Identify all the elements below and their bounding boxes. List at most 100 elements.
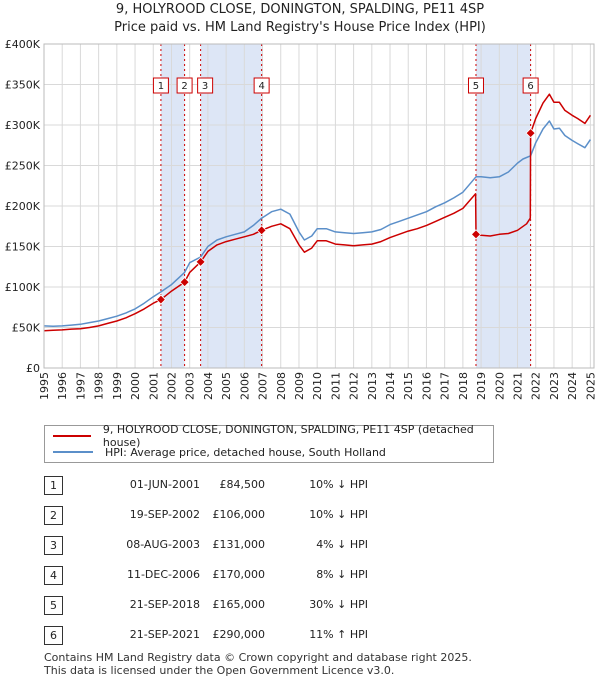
event-marker-label: 2 <box>181 81 187 92</box>
event-marker-box: 6 <box>522 77 539 94</box>
x-tick-label: 2019 <box>475 372 488 400</box>
event-markers: 1 2 3 4 5 6 <box>152 77 539 94</box>
event-marker-box: 5 <box>467 77 484 94</box>
sale-date: 21-SEP-2021 <box>129 628 200 641</box>
sale-number: 1 <box>44 476 63 495</box>
event-marker-label: 3 <box>202 81 208 92</box>
sale-price: £131,000 <box>212 538 266 551</box>
legend: 9, HOLYROOD CLOSE, DONINGTON, SPALDING, … <box>44 423 494 463</box>
x-tick-label: 2017 <box>439 372 452 400</box>
x-tick-label: 2007 <box>257 372 270 400</box>
y-tick-label: £200K <box>5 200 41 213</box>
sale-hpi-diff: 10% ↓ HPI <box>309 478 368 491</box>
x-tick-label: 2016 <box>420 372 433 400</box>
event-points <box>155 128 536 305</box>
chart-subtitle: Price paid vs. HM Land Registry's House … <box>114 20 486 35</box>
y-tick-label: £150K <box>5 241 41 254</box>
sale-date: 01-JUN-2001 <box>129 478 200 491</box>
event-marker-box: 4 <box>253 77 270 94</box>
sale-date: 08-AUG-2003 <box>126 538 200 551</box>
x-tick-label: 1998 <box>93 372 106 400</box>
sale-hpi-diff: 30% ↓ HPI <box>309 598 368 611</box>
property-line <box>43 93 592 332</box>
sale-row: 4 11-DEC-2006 £170,000 8% ↓ HPI <box>44 566 484 588</box>
legend-label-hpi: HPI: Average price, detached house, Sout… <box>105 445 386 459</box>
x-tick-label: 2023 <box>548 372 561 400</box>
sale-price: £170,000 <box>212 568 266 581</box>
event-marker-box: 3 <box>197 77 214 94</box>
x-tick-label: 2010 <box>311 372 324 400</box>
sale-date: 19-SEP-2002 <box>129 508 200 521</box>
x-tick-label: 2000 <box>129 372 142 400</box>
x-tick-label: 2012 <box>348 372 361 400</box>
sale-number: 3 <box>44 536 63 555</box>
x-tick-label: 2003 <box>184 372 197 400</box>
sale-price: £84,500 <box>219 478 266 491</box>
event-marker-frame <box>253 77 270 94</box>
legend-label-property: 9, HOLYROOD CLOSE, DONINGTON, SPALDING, … <box>102 423 474 449</box>
y-tick-label: £250K <box>5 160 41 173</box>
hpi-line <box>43 120 592 328</box>
axes: £0 £50K £100K £150K £200K £250K £300K £350K £400… <box>5 38 598 400</box>
series-lines <box>43 93 592 332</box>
x-tick-label: 2001 <box>147 372 160 400</box>
event-marker-frame <box>176 77 193 94</box>
sale-row: 2 19-SEP-2002 £106,000 10% ↓ HPI <box>44 506 484 528</box>
event-marker-label: 5 <box>473 81 479 92</box>
y-tick-label: £100K <box>5 281 41 294</box>
sale-hpi-diff: 4% ↓ HPI <box>316 538 368 551</box>
footer-licence: This data is licensed under the Open Gov… <box>44 664 395 677</box>
sale-point <box>155 294 166 305</box>
event-marker-box: 1 <box>152 77 169 94</box>
x-tick-label: 1995 <box>38 372 51 400</box>
sale-point <box>179 277 190 288</box>
x-tick-label: 2013 <box>366 372 379 400</box>
x-tick-label: 1999 <box>111 372 124 400</box>
sale-hpi-diff: 8% ↓ HPI <box>316 568 368 581</box>
x-tick-label: 2024 <box>566 372 579 400</box>
chart-title: 9, HOLYROOD CLOSE, DONINGTON, SPALDING, … <box>115 2 485 17</box>
y-tick-label: £300K <box>5 119 41 132</box>
x-tick-label: 2004 <box>202 372 215 400</box>
price-chart: 1 2 3 4 5 6 £0 £50K £100K £150K £200K £250K £300K £3… <box>5 38 598 400</box>
event-marker-box: 2 <box>176 77 193 94</box>
sale-date: 21-SEP-2018 <box>129 598 200 611</box>
sale-row: 5 21-SEP-2018 £165,000 30% ↓ HPI <box>44 596 484 618</box>
x-tick-label: 2005 <box>220 372 233 400</box>
event-marker-label: 6 <box>527 81 533 92</box>
x-tick-label: 2021 <box>512 372 525 400</box>
sale-hpi-diff: 10% ↓ HPI <box>309 508 368 521</box>
x-tick-label: 2006 <box>238 372 251 400</box>
y-tick-label: £400K <box>5 38 41 51</box>
y-tick-label: £50K <box>12 322 41 335</box>
event-marker-frame <box>197 77 214 94</box>
sale-price: £290,000 <box>212 628 266 641</box>
sale-date: 11-DEC-2006 <box>126 568 200 581</box>
event-marker-frame <box>152 77 169 94</box>
x-tick-label: 2002 <box>165 372 178 400</box>
sale-hpi-diff: 11% ↑ HPI <box>309 628 368 641</box>
sale-number: 6 <box>44 626 63 645</box>
x-tick-label: 2018 <box>457 372 470 400</box>
x-tick-label: 2008 <box>275 372 288 400</box>
x-tick-label: 2022 <box>530 372 543 400</box>
sale-price: £165,000 <box>212 598 266 611</box>
legend-item-hpi: HPI: Average price, detached house, Sout… <box>53 444 386 460</box>
x-tick-label: 2009 <box>293 372 306 400</box>
legend-swatch-property <box>53 435 91 437</box>
sale-number: 4 <box>44 566 63 585</box>
event-marker-frame <box>467 77 484 94</box>
legend-item-property: 9, HOLYROOD CLOSE, DONINGTON, SPALDING, … <box>53 423 493 449</box>
x-tick-label: 2015 <box>402 372 415 400</box>
footer-copyright: Contains HM Land Registry data © Crown c… <box>44 651 472 664</box>
x-tick-label: 1996 <box>56 372 69 400</box>
sale-row: 6 21-SEP-2021 £290,000 11% ↑ HPI <box>44 626 484 648</box>
x-tick-label: 2025 <box>584 372 597 400</box>
y-tick-label: £0 <box>26 362 40 375</box>
x-tick-label: 1997 <box>74 372 87 400</box>
sale-point <box>470 229 482 240</box>
y-tick-label: £350K <box>5 79 41 92</box>
sale-point <box>256 225 267 236</box>
x-tick-label: 2020 <box>493 372 506 400</box>
event-marker-label: 1 <box>158 81 164 92</box>
